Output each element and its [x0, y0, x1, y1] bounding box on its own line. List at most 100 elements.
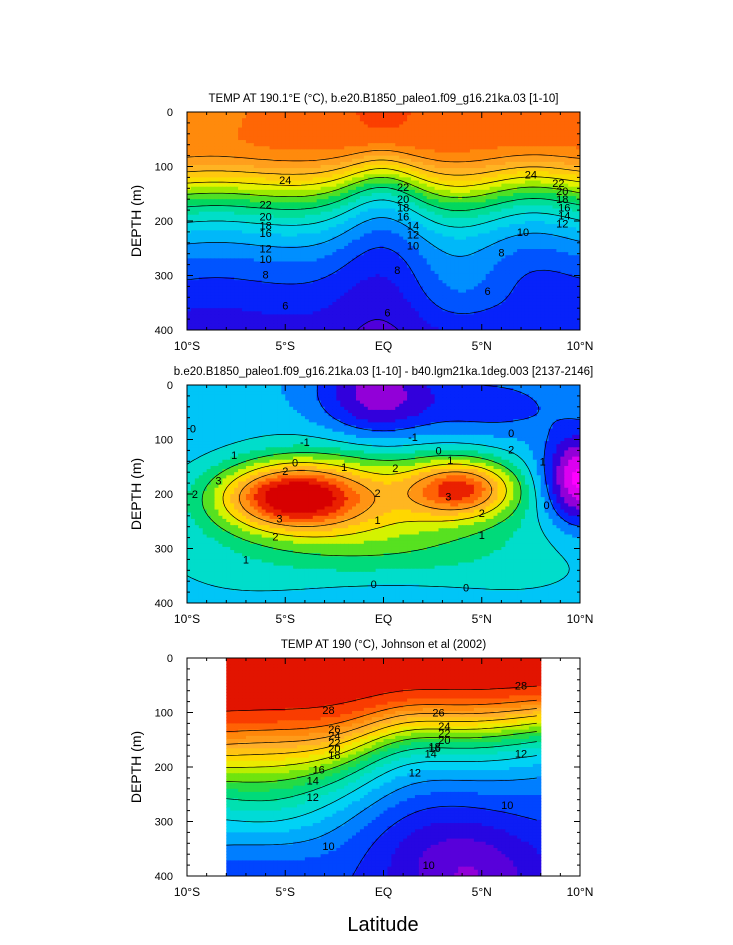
contour-label: 0 — [508, 428, 514, 440]
contour-label: 10 — [322, 841, 334, 853]
contour-label: 28 — [515, 680, 527, 692]
contour-label: 24 — [328, 730, 340, 742]
contour-label: 2 — [375, 488, 381, 500]
contour-label: 8 — [263, 269, 269, 281]
contour-label: 22 — [552, 178, 564, 190]
contour-label: 1 — [375, 515, 381, 527]
contour-label: 1 — [243, 554, 249, 566]
contour-label: 1 — [479, 530, 485, 542]
y-tick-label: 300 — [155, 817, 173, 829]
contour-label: 20 — [328, 744, 340, 756]
y-tick-label: 100 — [155, 435, 173, 447]
contour-label: 8 — [498, 248, 504, 260]
contour-level-20 — [187, 168, 580, 187]
contour-label: 24 — [279, 175, 291, 187]
contour-level-10 — [352, 805, 537, 876]
contour-label: 12 — [259, 243, 271, 255]
y-tick-label: 100 — [155, 708, 173, 720]
x-tick-label: 5°S — [276, 612, 295, 626]
y-tick-label: 400 — [155, 598, 173, 610]
x-tick-label: EQ — [375, 339, 392, 353]
contour-label: 16 — [428, 743, 440, 755]
contour-label: 8 — [394, 265, 400, 277]
contour-label: 2 — [479, 508, 485, 520]
contour-label: 24 — [438, 721, 450, 733]
shaded-field — [226, 658, 542, 876]
contour-label: 16 — [313, 765, 325, 777]
contour-level-10 — [187, 247, 580, 314]
contour-level-22 — [187, 159, 580, 176]
contour-label: 24 — [525, 170, 537, 182]
contour-label: 3 — [445, 492, 451, 504]
chart-panel-1: 2422201816121086222018161412108624222018… — [128, 93, 593, 353]
contour-label: 2 — [282, 466, 288, 478]
x-tick-label: 10°S — [174, 885, 200, 899]
contour-label: 14 — [307, 776, 319, 788]
contour-label: 10 — [517, 227, 529, 239]
y-axis-label: DEPTH (m) — [128, 458, 144, 530]
contour-label: 26 — [432, 708, 444, 720]
y-tick-label: 0 — [167, 380, 173, 392]
contour-level-0 — [187, 433, 570, 592]
contour-level-22 — [226, 715, 537, 756]
contour-label: 16 — [397, 212, 409, 224]
contour-level-14 — [226, 755, 537, 823]
contour-label: 14 — [407, 220, 419, 232]
contour-label: 1 — [341, 462, 347, 474]
chart-title: TEMP AT 190.1°E (°C), b.e20.B1850_paleo1… — [209, 93, 559, 105]
y-tick-label: 200 — [155, 489, 173, 501]
chart-title: b.e20.B1850_paleo1.f09_g16.21ka.03 [1-10… — [174, 366, 593, 378]
contour-label: 18 — [259, 220, 271, 232]
contour-level-8 — [356, 319, 399, 330]
contour-level-14 — [187, 199, 580, 228]
x-tick-label: EQ — [375, 885, 392, 899]
contour-level-18 — [187, 176, 580, 199]
x-tick-label: 5°S — [276, 885, 295, 899]
x-tick-label: 10°S — [174, 612, 200, 626]
contour-label: 6 — [384, 308, 390, 320]
contour-label: 22 — [397, 182, 409, 194]
contour-label: 10 — [501, 800, 513, 812]
contour-label: 22 — [328, 738, 340, 750]
shaded-field — [187, 112, 580, 330]
contour-label: 12 — [409, 768, 421, 780]
contour-label: 10 — [259, 254, 271, 266]
contour-label: 0 — [190, 424, 196, 436]
x-tick-label: 5°N — [472, 339, 492, 353]
contour-level-12 — [187, 217, 580, 257]
contour-label: 2 — [192, 489, 198, 501]
contour-label: 12 — [515, 748, 527, 760]
contour-label: 10 — [423, 860, 435, 872]
contour-label: 20 — [556, 186, 568, 198]
contour-label: 20 — [397, 194, 409, 206]
x-tick-label: 10°N — [567, 885, 594, 899]
contour-level-18 — [226, 731, 537, 783]
contour-label: 0 — [292, 457, 298, 469]
contour-level-neg1 — [316, 385, 580, 527]
contour-label: 18 — [397, 202, 409, 214]
contour-label: 18 — [428, 741, 440, 753]
chart-title: TEMP AT 190 (°C), Johnson et al (2002) — [281, 639, 486, 651]
contour-level-20 — [226, 722, 537, 768]
contour-label: 12 — [556, 219, 568, 231]
contour-label: 16 — [558, 202, 570, 214]
contour-label: 3 — [276, 514, 282, 526]
contour-label: 1 — [447, 455, 453, 467]
contour-level-16 — [226, 741, 537, 802]
y-tick-label: 0 — [167, 653, 173, 665]
x-tick-label: 10°S — [174, 339, 200, 353]
contour-label: -1 — [300, 437, 310, 449]
contour-label: 18 — [556, 194, 568, 206]
contour-label: 12 — [307, 792, 319, 804]
contour-label: 28 — [322, 705, 334, 717]
contour-level-16 — [187, 187, 580, 211]
contour-label: 0 — [371, 579, 377, 591]
contour-label: 16 — [259, 228, 271, 240]
y-tick-label: 200 — [155, 762, 173, 774]
contour-label: 2 — [272, 532, 278, 544]
figure-xlabel: Latitude — [347, 914, 418, 936]
contour-label: 26 — [328, 724, 340, 736]
contour-label: 0 — [544, 500, 550, 512]
y-tick-label: 0 — [167, 107, 173, 119]
